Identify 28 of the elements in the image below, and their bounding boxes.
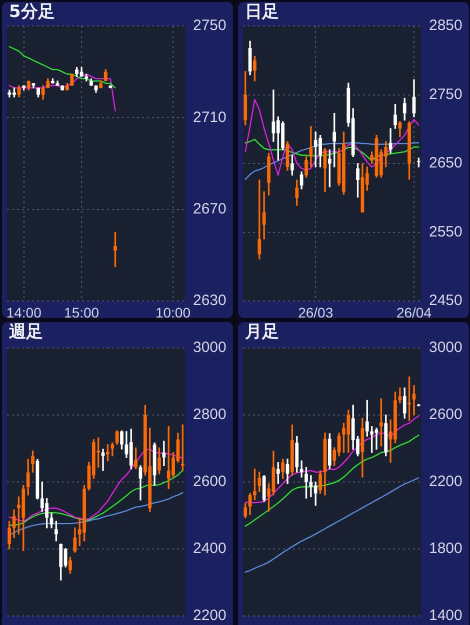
x-tick-label: 14:00 [6, 304, 42, 320]
y-tick-label: 2600 [193, 473, 226, 490]
y-tick-label: 2750 [429, 86, 462, 103]
y-tick-label: 3000 [193, 339, 226, 356]
y-tick-label: 1800 [429, 540, 462, 558]
chart-title: 月足 [245, 322, 279, 343]
y-tick-label: 2400 [193, 540, 226, 558]
y-tick-label: 2710 [193, 108, 226, 126]
y-tick-label: 1400 [429, 607, 462, 624]
y-tick-label: 2650 [429, 154, 462, 172]
chart-title: 週足 [9, 322, 43, 343]
y-tick-label: 2800 [193, 406, 226, 424]
y-tick-label: 2200 [429, 473, 462, 490]
chart-title: 日足 [245, 2, 279, 23]
y-tick-label: 2600 [429, 406, 462, 424]
x-tick-label: 15:00 [64, 304, 100, 320]
y-tick-label: 2550 [429, 223, 462, 240]
y-tick-label: 2200 [193, 607, 226, 624]
chart-title: 5分足 [9, 2, 55, 23]
y-tick-label: 3000 [429, 339, 462, 356]
x-tick-label: 26/04 [396, 304, 432, 320]
x-tick-label: 10:00 [155, 304, 191, 320]
y-tick-label: 2670 [193, 200, 226, 218]
y-tick-label: 2850 [429, 17, 462, 34]
y-tick-label: 2630 [193, 292, 226, 310]
y-tick-label: 2450 [429, 292, 462, 310]
x-tick-label: 26/03 [298, 304, 334, 320]
y-tick-label: 2750 [193, 17, 226, 34]
